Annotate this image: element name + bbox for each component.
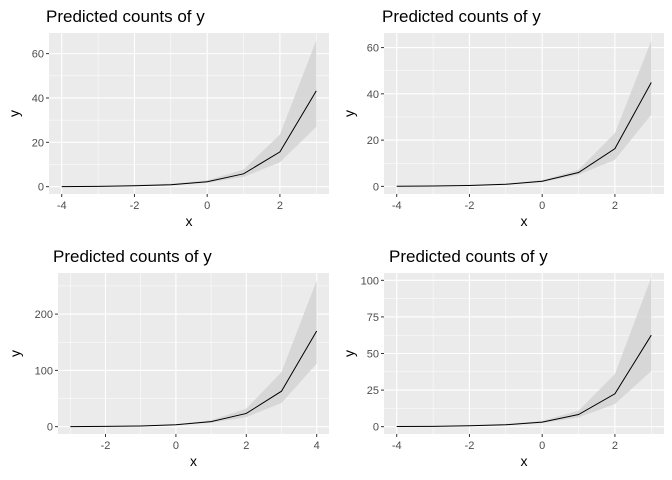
- x-tick-label: -4: [392, 440, 402, 452]
- prediction-line: [70, 330, 318, 428]
- x-axis-title: x: [190, 453, 197, 469]
- x-tick-label: 2: [243, 440, 249, 452]
- chart-panel-4: 0 25 50 75 100 -4 -2 0 2 Predicted counts of y x y: [341, 247, 664, 469]
- prediction-line: [396, 82, 652, 187]
- x-tick-label: -2: [465, 440, 475, 452]
- chart-panel-3: 0 100 200 -2 0 2 4 Predicted counts of y x y: [7, 247, 329, 469]
- chart-title: Predicted counts of y: [53, 247, 212, 266]
- y-axis-title: y: [6, 110, 22, 117]
- y-tick-label: 100: [35, 365, 53, 377]
- x-axis-title: x: [521, 213, 528, 229]
- panel-background: [58, 273, 329, 434]
- y-axis-title: y: [341, 110, 357, 117]
- x-tick-label: 0: [204, 200, 210, 212]
- x-tick-label: 2: [612, 440, 618, 452]
- y-tick-label: 25: [367, 385, 379, 397]
- y-tick-label: 200: [35, 309, 53, 321]
- chart-title: Predicted counts of y: [382, 7, 541, 26]
- x-tick-label: -2: [465, 200, 475, 212]
- y-axis-title: y: [7, 350, 23, 357]
- x-axis-title: x: [186, 213, 193, 229]
- chart-panel-2: 0 20 40 60 -4 -2 0 2 Predicted counts of y x y: [341, 7, 664, 229]
- y-tick-label: 60: [367, 43, 379, 55]
- prediction-line: [61, 90, 317, 188]
- x-tick-label: 0: [173, 440, 179, 452]
- x-tick-label: -2: [101, 440, 111, 452]
- y-tick-label: 100: [361, 275, 379, 287]
- x-tick-label: 0: [539, 440, 545, 452]
- y-tick-label: 20: [367, 135, 379, 147]
- y-tick-label: 0: [47, 422, 53, 434]
- prediction-line: [396, 334, 652, 428]
- chart-title: Predicted counts of y: [46, 7, 205, 26]
- y-tick-label: 40: [367, 89, 379, 101]
- y-tick-label: 60: [32, 49, 44, 61]
- panel-background: [384, 33, 664, 194]
- y-axis-title: y: [341, 350, 357, 357]
- x-tick-label: 2: [277, 200, 283, 212]
- x-tick-label: 4: [314, 440, 320, 452]
- y-tick-label: 50: [367, 349, 379, 361]
- y-tick-label: 0: [38, 182, 44, 194]
- x-tick-label: 2: [612, 200, 618, 212]
- y-tick-label: 40: [32, 93, 44, 105]
- chart-panel-1: 0 20 40 60 -4 -2 0 2 Predicted counts of y x y: [6, 7, 329, 229]
- y-tick-label: 0: [373, 181, 379, 193]
- x-axis-title: x: [521, 453, 528, 469]
- x-tick-label: -4: [392, 200, 402, 212]
- panel-background: [49, 33, 329, 194]
- x-tick-label: -4: [57, 200, 67, 212]
- y-tick-label: 0: [373, 422, 379, 434]
- y-tick-label: 75: [367, 312, 379, 324]
- y-tick-label: 20: [32, 137, 44, 149]
- x-tick-label: 0: [539, 200, 545, 212]
- x-tick-label: -2: [130, 200, 140, 212]
- chart-title: Predicted counts of y: [389, 247, 548, 266]
